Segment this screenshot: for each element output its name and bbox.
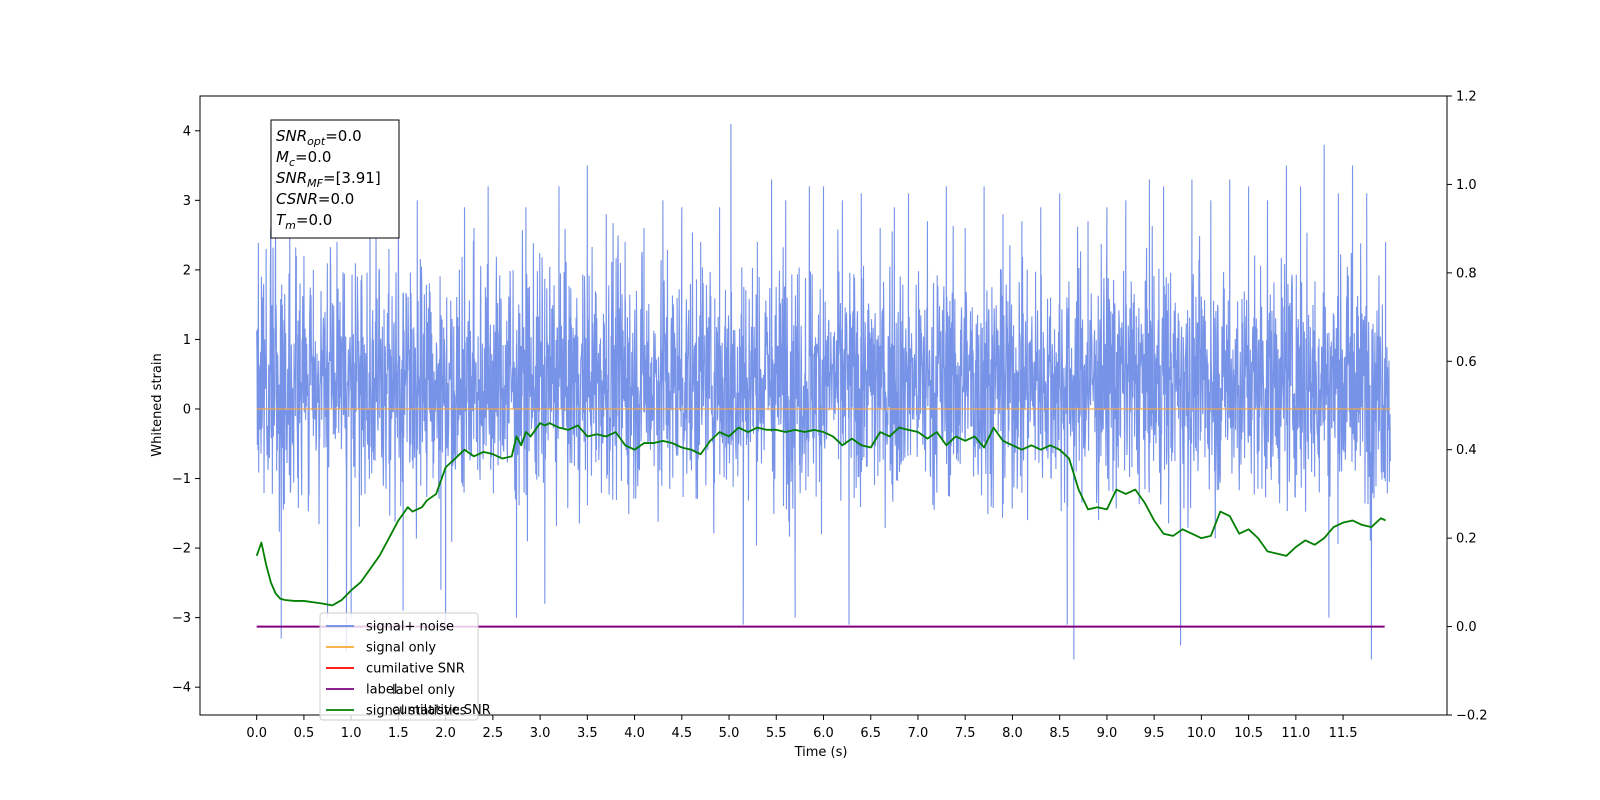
x-tick-label: 6.5 <box>860 726 881 741</box>
x-tick-label: 11.5 <box>1329 726 1358 741</box>
x-tick-label: 8.0 <box>1002 726 1023 741</box>
legend-label: signal only <box>366 641 436 656</box>
x-tick-label: 1.0 <box>341 726 362 741</box>
x-tick-label: 4.5 <box>671 726 692 741</box>
y-tick-label: −3 <box>172 611 191 626</box>
x-tick-label: 7.0 <box>908 726 929 741</box>
y-right-tick-label: 0.0 <box>1456 620 1477 635</box>
x-tick-label: 7.5 <box>955 726 976 741</box>
stats-box-frame <box>270 119 400 239</box>
y-right-tick-label: 0.2 <box>1456 532 1477 547</box>
x-tick-label: 5.5 <box>766 726 787 741</box>
legend-frame <box>319 612 479 721</box>
x-tick-label: 3.5 <box>577 726 598 741</box>
y-right-tick-label: −0.2 <box>1456 709 1488 724</box>
y-right-tick-label: 0.6 <box>1456 355 1477 370</box>
y-tick-label: −1 <box>172 472 191 487</box>
x-tick-label: 1.5 <box>388 726 409 741</box>
x-tick-label: 11.0 <box>1281 726 1310 741</box>
y-tick-label: 4 <box>183 124 191 139</box>
legend-label: signal statistics <box>366 704 467 719</box>
series-signal-statistics <box>255 422 1386 607</box>
y-right-axis-ticks: −0.2 0.0 0.2 0.4 0.6 0.8 1.0 1.2 <box>1447 90 1488 724</box>
x-tick-label: 9.0 <box>1097 726 1118 741</box>
stats-line: Tm=0.0 <box>276 211 332 232</box>
x-tick-label: 6.0 <box>813 726 834 741</box>
x-tick-label: 3.0 <box>530 726 551 741</box>
y-axis-label: Whitened strain <box>150 353 165 456</box>
stats-line: SNRopt=0.0 <box>276 127 362 148</box>
x-tick-label: 5.0 <box>719 726 740 741</box>
y-right-tick-label: 0.4 <box>1456 443 1477 458</box>
x-tick-label: 0.0 <box>246 726 267 741</box>
x-tick-label: 8.5 <box>1049 726 1070 741</box>
x-axis-label: Time (s) <box>794 745 848 760</box>
y-right-tick-label: 1.0 <box>1456 178 1477 193</box>
x-axis-ticks: 0.0 0.5 1.0 1.5 2.0 2.5 3.0 3.5 4.0 4.5 5.0 5.5 6.0 6… <box>246 715 1358 741</box>
legend-label: label <box>366 683 397 698</box>
x-tick-label: 2.5 <box>483 726 504 741</box>
stats-line: SNRMF=[3.91] <box>276 169 381 190</box>
legend-ghost-text: label only <box>392 683 455 698</box>
x-tick-label: 0.5 <box>294 726 315 741</box>
legend-label: signal+ noise <box>366 620 454 635</box>
stats-line: CSNR=0.0 <box>276 190 354 208</box>
legend-ghost-text: cumilative SNR <box>392 703 491 718</box>
x-tick-label: 10.5 <box>1234 726 1263 741</box>
x-tick-label: 2.0 <box>435 726 456 741</box>
y-tick-label: 2 <box>183 263 191 278</box>
x-tick-label: 9.5 <box>1144 726 1165 741</box>
y-tick-label: 0 <box>183 402 191 417</box>
stats-line: Mc=0.0 <box>276 148 331 169</box>
x-tick-label: 4.0 <box>624 726 645 741</box>
signal-noise-line <box>256 123 1391 660</box>
signal-statistics-line <box>255 422 1386 607</box>
y-tick-label: 1 <box>183 333 191 348</box>
y-tick-label: 3 <box>183 194 191 209</box>
y-tick-label: −4 <box>172 681 191 696</box>
series-signal-noise <box>256 123 1391 660</box>
y-right-tick-label: 0.8 <box>1456 266 1477 281</box>
legend: label only cumilative SNR signal+ noise sig… <box>319 612 491 721</box>
y-axis-ticks: −4 −3 −2 −1 0 1 2 3 4 <box>172 124 200 696</box>
legend-label: cumilative SNR <box>366 662 465 677</box>
y-tick-label: −2 <box>172 542 191 557</box>
x-tick-label: 10.0 <box>1187 726 1216 741</box>
y-right-tick-label: 1.2 <box>1456 90 1477 105</box>
